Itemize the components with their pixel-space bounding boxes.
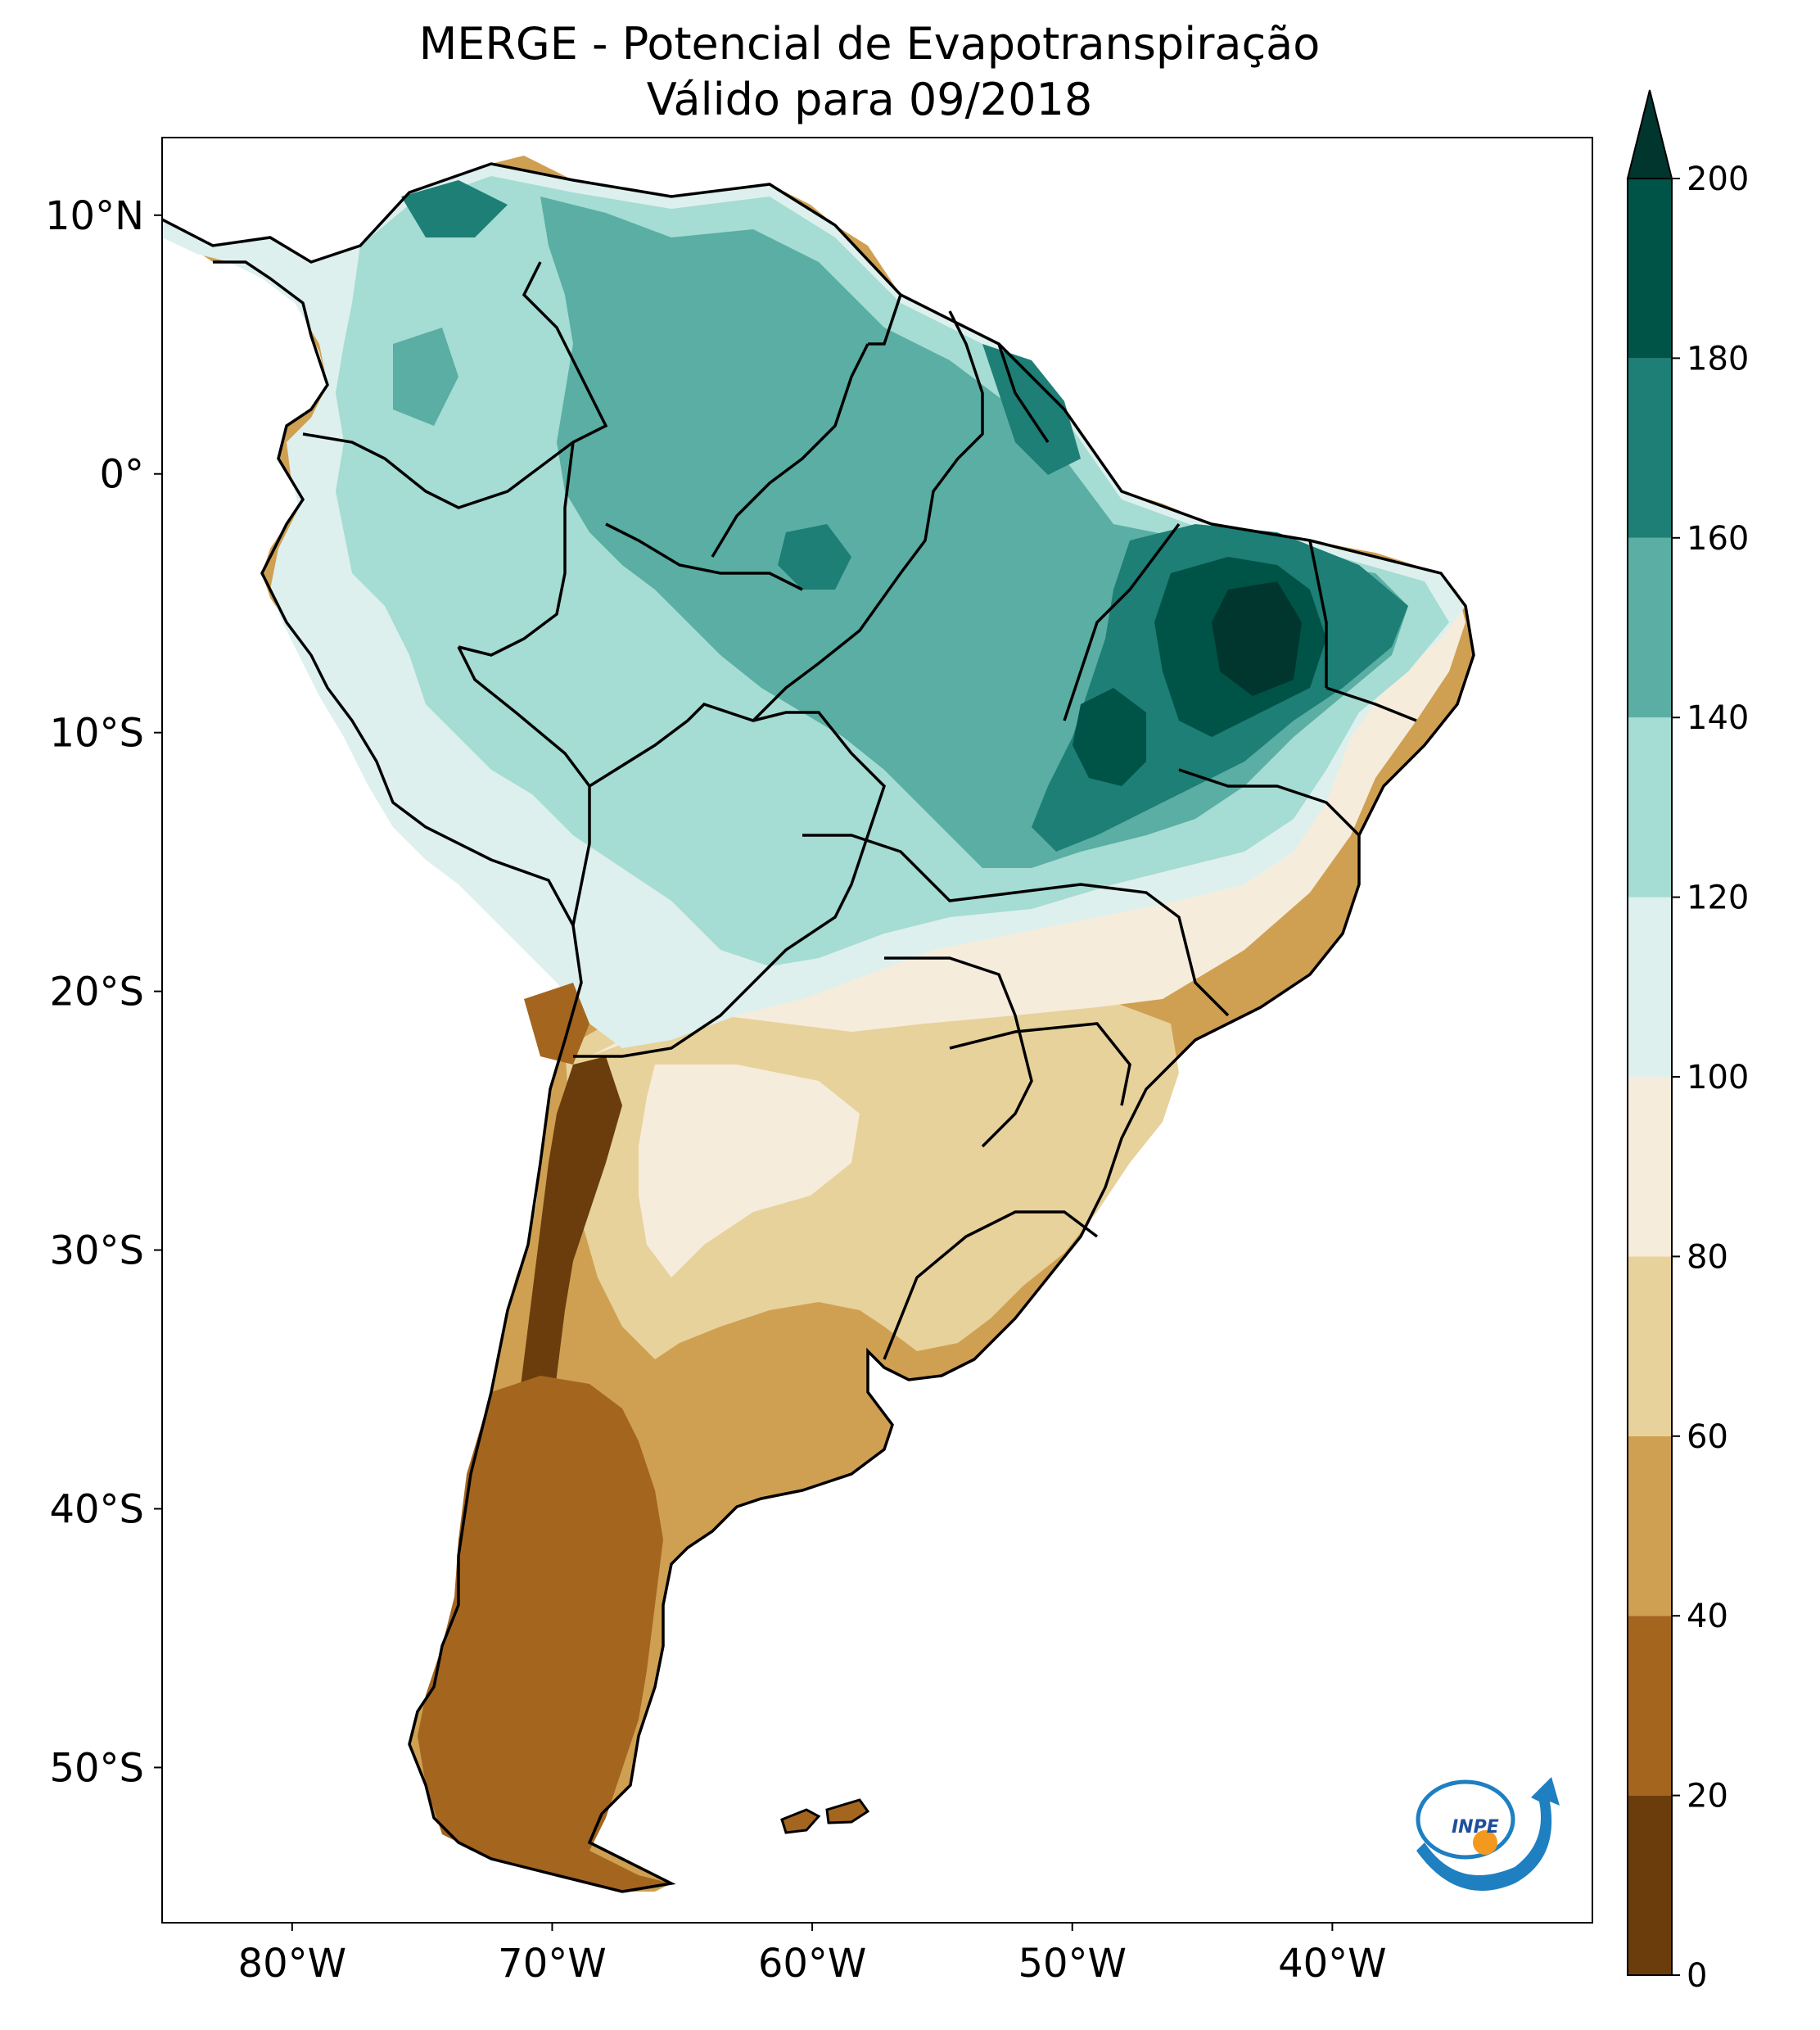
map-frame (161, 137, 1593, 1924)
colorbar-bin (1628, 1077, 1672, 1257)
colorbar-tick-label: 160 (1687, 520, 1749, 558)
colorbar-bin (1628, 1256, 1672, 1436)
country-borders (162, 162, 1475, 1893)
colorbar-bin (1628, 897, 1672, 1077)
colorbar-tick-label: 180 (1687, 340, 1749, 378)
lat-tick-label: 50°S (49, 1745, 144, 1791)
colorbar-tick-label: 80 (1687, 1238, 1728, 1276)
lon-tick-label: 60°W (758, 1941, 867, 1987)
colorbar-tick-label: 60 (1687, 1418, 1728, 1456)
map-subtitle: Válido para 09/2018 (647, 74, 1092, 125)
lon-tick-label: 80°W (238, 1941, 347, 1987)
latitude-axis: 10°N 0° 10°S 20°S 30°S 40°S 50°S (45, 193, 162, 1791)
contour-160-180 (401, 180, 1408, 852)
colorbar-tick-label: 40 (1687, 1598, 1728, 1635)
colorbar-tick-label: 120 (1687, 879, 1749, 917)
contour-over-200 (1212, 581, 1302, 696)
colorbar-bin (1628, 358, 1672, 538)
inpe-logo-sun-icon (1473, 1830, 1497, 1855)
colorbar-bin (1628, 1435, 1672, 1616)
colorbar-bin (1628, 1795, 1672, 1975)
lon-tick-label: 40°W (1278, 1941, 1387, 1987)
lat-tick-label: 40°S (49, 1486, 144, 1532)
colorbar-tick-label: 100 (1687, 1059, 1749, 1096)
map-title: MERGE - Potencial de Evapotranspiração (419, 18, 1321, 70)
colorbar-tick-label: 0 (1687, 1957, 1707, 1995)
map-layer: INPE (162, 138, 1592, 1923)
inpe-logo-ring (1416, 1779, 1515, 1860)
lat-tick-label: 10°S (49, 711, 144, 757)
lat-tick-label: 10°N (45, 193, 144, 239)
colorbar-bin (1628, 537, 1672, 718)
lon-tick-label: 50°W (1018, 1941, 1127, 1987)
lat-tick-label: 0° (99, 452, 144, 498)
colorbar-tick-label: 200 (1687, 161, 1749, 198)
falkland-islands (780, 1798, 870, 1834)
colorbar: 0 20 40 60 80 100 120 140 160 180 200 (1626, 89, 1749, 1995)
colorbar-tick-label: 20 (1687, 1778, 1728, 1815)
lat-tick-label: 20°S (49, 970, 144, 1015)
longitude-axis: 80°W 70°W 60°W 50°W 40°W (238, 1923, 1387, 1987)
colorbar-bin (1628, 179, 1672, 359)
lon-tick-label: 70°W (498, 1941, 607, 1987)
contour-20-40-south (418, 983, 671, 1892)
colorbar-bin (1628, 1616, 1672, 1796)
inpe-logo: INPE (1416, 1777, 1560, 1891)
inpe-logo-arrow-icon (1416, 1777, 1560, 1891)
lat-tick-label: 30°S (49, 1228, 144, 1274)
colorbar-extend-arrow-icon (1626, 89, 1673, 179)
colorbar-bin (1628, 717, 1672, 897)
inpe-logo-text: INPE (1452, 1817, 1499, 1838)
colorbar-tick-label: 140 (1687, 699, 1749, 737)
